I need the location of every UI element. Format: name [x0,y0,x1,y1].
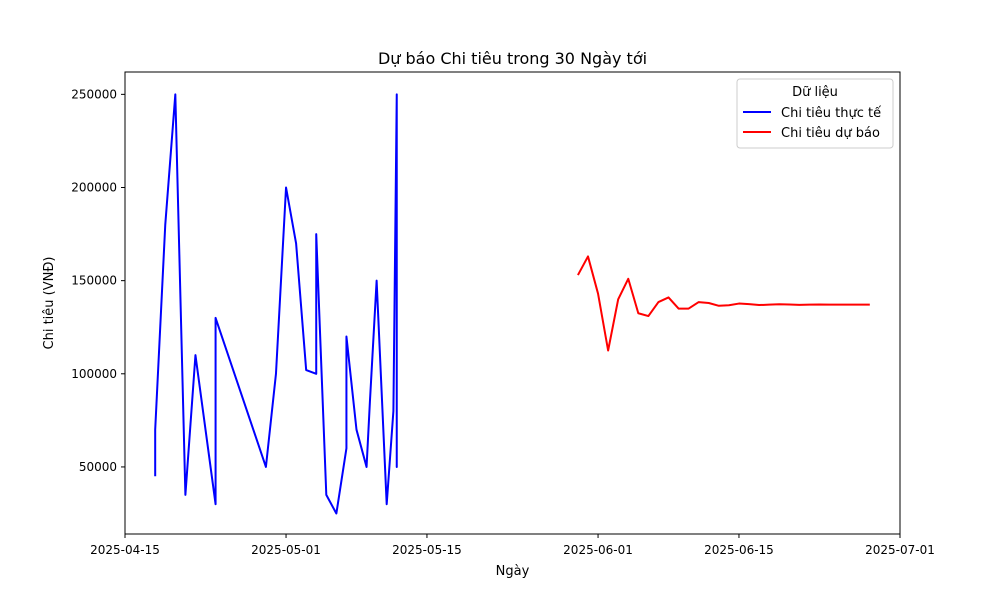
x-tick-label: 2025-05-01 [251,543,321,557]
y-tick-label: 50000 [79,460,117,474]
legend: Dữ liệu Chi tiêu thực tế Chi tiêu dự báo [736,78,894,149]
x-tick-label: 2025-06-01 [563,543,633,557]
plot-frame [124,71,901,535]
y-axis-label: Chi tiêu (VNĐ) [42,257,57,350]
y-axis: 50000 100000 150000 200000 250000 [71,87,125,474]
y-tick-label: 150000 [71,274,117,288]
series-line-forecast [577,255,870,352]
x-axis-label: Ngày [496,564,530,579]
x-tick-label: 2025-06-15 [704,543,774,557]
y-tick-label: 200000 [71,181,117,195]
series-line-actual [154,93,398,515]
legend-frame [736,78,894,149]
y-tick-label: 100000 [71,367,117,381]
chart-title: Dự báo Chi tiêu trong 30 Ngày tới [378,49,647,68]
x-tick-label: 2025-04-15 [90,543,160,557]
x-axis: 2025-04-15 2025-05-01 2025-05-15 2025-06-01… [90,534,935,557]
y-tick-label: 250000 [71,87,117,101]
legend-label-forecast: Chi tiêu dự báo [781,126,880,141]
plot-area [124,71,901,535]
x-tick-label: 2025-05-15 [392,543,462,557]
legend-title: Dữ liệu [792,85,838,100]
x-tick-label: 2025-07-01 [865,543,935,557]
series-layer [154,93,870,515]
legend-label-actual: Chi tiêu thực tế [781,106,881,121]
